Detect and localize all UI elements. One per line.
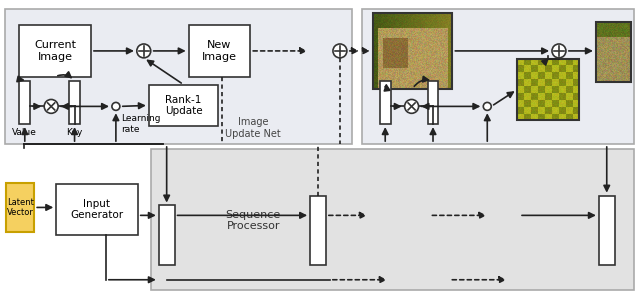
Text: Image
Update Net: Image Update Net (225, 118, 281, 139)
Bar (310, 196, 326, 265)
Bar (517, 59, 579, 120)
Text: Latent
Vector: Latent Vector (7, 198, 34, 217)
Circle shape (44, 99, 58, 113)
Circle shape (552, 44, 566, 58)
Text: Key: Key (67, 128, 83, 137)
Bar (362, 9, 634, 144)
Bar (5, 9, 352, 144)
Bar (596, 22, 630, 82)
Text: Current
Image: Current Image (34, 40, 76, 62)
Bar (159, 205, 175, 265)
Bar (599, 196, 614, 265)
Bar (428, 81, 438, 124)
Bar (56, 184, 138, 235)
Text: New
Image: New Image (202, 40, 237, 62)
Bar (151, 149, 634, 290)
Circle shape (404, 99, 419, 113)
Text: Value: Value (12, 128, 37, 137)
Text: Input
Generator: Input Generator (70, 199, 124, 220)
Bar (69, 81, 80, 124)
Bar (19, 81, 30, 124)
Bar (148, 85, 218, 126)
Circle shape (483, 102, 492, 110)
Text: Sequence
Processor: Sequence Processor (226, 210, 281, 231)
Bar (189, 25, 250, 77)
Circle shape (137, 44, 151, 58)
Bar (372, 13, 452, 89)
Text: Rank-1
Update: Rank-1 Update (164, 95, 202, 116)
Bar (6, 183, 35, 232)
Circle shape (112, 102, 120, 110)
Text: Learning
rate: Learning rate (121, 114, 161, 134)
Circle shape (333, 44, 347, 58)
Bar (380, 81, 390, 124)
Bar (19, 25, 91, 77)
